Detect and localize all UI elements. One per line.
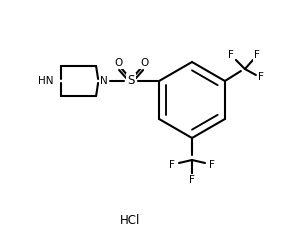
Text: F: F — [169, 160, 175, 170]
Text: F: F — [209, 160, 215, 170]
Text: HCl: HCl — [120, 213, 140, 227]
Text: F: F — [254, 50, 260, 60]
Text: F: F — [228, 50, 234, 60]
Text: O: O — [140, 58, 148, 68]
Text: O: O — [114, 58, 122, 68]
Text: N: N — [100, 76, 108, 86]
Text: S: S — [127, 75, 135, 88]
Text: HN: HN — [37, 76, 53, 86]
Text: F: F — [189, 175, 195, 185]
Text: F: F — [258, 72, 264, 82]
